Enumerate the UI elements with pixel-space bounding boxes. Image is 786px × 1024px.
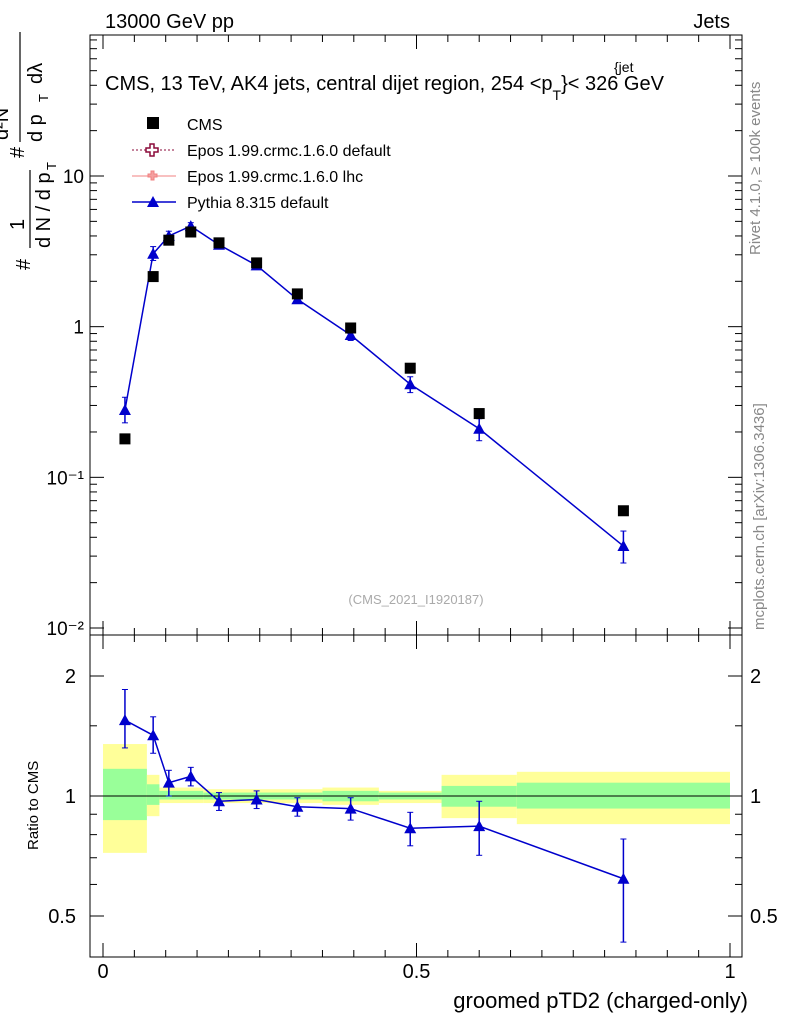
cms-point	[185, 226, 197, 238]
ylabel-hash-1: #	[13, 258, 35, 270]
analysis-watermark: (CMS_2021_I1920187)	[348, 592, 483, 607]
ratio-band-green-1	[146, 784, 160, 805]
cms-point	[119, 433, 131, 445]
ratio-pythia-point	[404, 822, 417, 834]
main-ytick-label: 10⁻¹	[47, 468, 85, 489]
x-tick-label: 0.5	[403, 961, 431, 983]
pythia-point	[118, 403, 131, 415]
ylabel-T-1: T	[44, 162, 59, 170]
header-left: 13000 GeV pp	[105, 11, 234, 33]
legend-marker-cms	[147, 117, 159, 129]
ratio-pythia-point	[212, 795, 225, 807]
x-tick-label: 0	[97, 961, 108, 983]
axis-ticks: 10⁻² 10⁻¹ 1 10 0 0.5 1 0.5 0.5 1 1 2 2	[47, 35, 778, 983]
cms-point	[345, 322, 357, 334]
x-axis-label: groomed pTD2 (charged-only)	[453, 988, 748, 1013]
main-ytick-label: 10⁻²	[47, 619, 85, 640]
legend-label-pythia: Pythia 8.315 default	[187, 195, 329, 212]
pythia-point	[147, 247, 160, 259]
ratio-ytick-label: 2	[65, 666, 76, 688]
ratio-bands	[103, 744, 730, 853]
legend-label-epos-default: Epos 1.99.crmc.1.6.0 default	[187, 143, 391, 160]
main-marks	[118, 220, 630, 564]
main-ylabel: # 1 d N / d p T # d²N d p T dλ	[0, 32, 59, 270]
cms-point	[291, 288, 303, 300]
ratio-pythia-point	[162, 776, 175, 788]
ratio-band-green-0	[103, 768, 147, 821]
pythia-point	[344, 329, 357, 341]
ylabel-d2N: d²N	[0, 108, 13, 140]
ylabel-dp: d p	[25, 114, 47, 142]
cms-point	[404, 362, 416, 374]
plot-title-tail: }< 326 GeV	[561, 73, 665, 95]
ratio-pythia-point	[291, 800, 304, 812]
pythia-point	[473, 422, 486, 434]
ratio-ytick-label-right: 1	[750, 786, 761, 808]
main-ytick-label: 1	[73, 318, 84, 339]
ylabel-dN-dp: d N / d p	[33, 172, 55, 248]
ratio-ylabel: Ratio to CMS	[25, 761, 42, 850]
ratio-band-green-2	[159, 790, 204, 800]
legend: CMS Epos 1.99.crmc.1.6.0 default Epos 1.…	[132, 117, 391, 212]
ylabel-T-2: T	[36, 94, 51, 102]
ratio-ytick-label-right: 2	[750, 666, 761, 688]
legend-label-epos-lhc: Epos 1.99.crmc.1.6.0 lhc	[187, 169, 363, 186]
legend-marker-epos-lhc	[147, 170, 158, 181]
plot-title-sup: {jet	[614, 59, 634, 75]
cms-point	[617, 505, 629, 517]
legend-marker-pythia	[147, 196, 159, 207]
ratio-pythia-point	[473, 820, 486, 832]
cms-point	[147, 271, 159, 283]
pythia-point	[404, 378, 417, 390]
cms-point	[213, 237, 225, 249]
plot-title-sub: T	[553, 87, 562, 103]
ratio-pythia-point	[118, 714, 131, 726]
plot-title: CMS, 13 TeV, AK4 jets, central dijet reg…	[105, 73, 665, 103]
ratio-ytick-label: 0.5	[48, 906, 76, 928]
side-label-rivet: Rivet 4.1.0, ≥ 100k events	[747, 82, 764, 255]
ratio-marks	[118, 688, 630, 943]
ylabel-dlambda: dλ	[25, 63, 47, 84]
legend-label-cms: CMS	[187, 117, 223, 134]
header-right: Jets	[693, 11, 730, 33]
side-label-mcplots: mcplots.cern.ch [arXiv:1306.3436]	[751, 403, 768, 630]
ratio-pythia-point	[617, 872, 630, 884]
ratio-pythia-point	[344, 802, 357, 814]
cms-point	[163, 234, 175, 246]
ratio-pythia-point	[147, 729, 160, 741]
ratio-pythia-point	[184, 770, 197, 782]
pythia-point	[617, 540, 630, 552]
ylabel-hash-2: #	[7, 146, 29, 158]
cms-point	[473, 408, 485, 420]
cms-point	[251, 257, 263, 269]
ratio-ytick-label-right: 0.5	[750, 906, 778, 928]
ylabel-one: 1	[7, 219, 29, 230]
ratio-ytick-label: 1	[65, 786, 76, 808]
legend-marker-epos-default	[145, 143, 159, 157]
plot-title-main: CMS, 13 TeV, AK4 jets, central dijet reg…	[105, 73, 553, 95]
pythia-line	[124, 225, 624, 547]
main-ytick-label: 10	[63, 167, 84, 188]
x-tick-label: 1	[724, 961, 735, 983]
ratio-pythia-point	[250, 793, 263, 805]
